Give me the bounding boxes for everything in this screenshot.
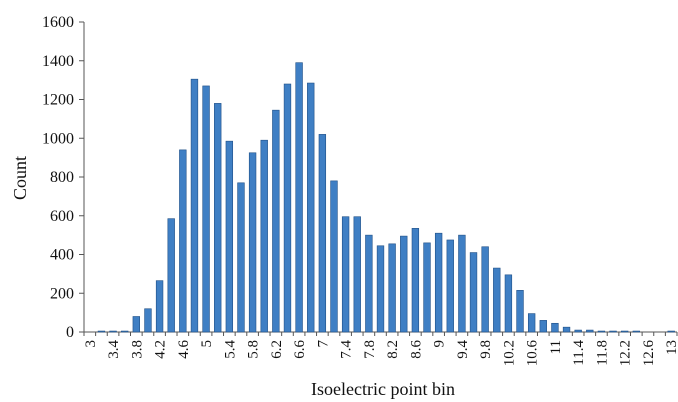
bar-4 (144, 308, 152, 333)
bar-12 (609, 330, 617, 333)
x-tick-label: 5.8 (246, 340, 262, 359)
x-tick-label: 7 (315, 340, 331, 348)
bar-4.2 (155, 280, 164, 333)
y-tick-label: 800 (50, 169, 74, 186)
bar-11.6 (586, 329, 594, 333)
bar-7.8 (365, 234, 373, 333)
bar-3.2 (97, 330, 106, 333)
x-tick-label: 7.4 (339, 340, 355, 359)
x-tick-label: 3.4 (106, 340, 122, 359)
bar-13 (667, 330, 675, 333)
bar-9.6 (469, 252, 478, 333)
y-tick-label: 400 (50, 247, 74, 264)
bar-8.2 (388, 243, 396, 333)
bar-9.8 (481, 246, 489, 333)
bar-11 (551, 322, 559, 333)
y-tick-label: 0 (66, 324, 74, 341)
bars (97, 62, 675, 333)
x-tick-label: 5.4 (222, 340, 238, 359)
bar-7 (318, 134, 327, 333)
bar-3.8 (132, 316, 140, 333)
bar-3.4 (109, 330, 117, 333)
bar-5.2 (214, 103, 222, 333)
bar-5 (202, 85, 210, 333)
y-tick-label: 200 (50, 285, 74, 302)
bar-6.6 (295, 62, 303, 333)
y-tick-label: 1200 (42, 92, 74, 109)
bar-6.8 (307, 82, 315, 333)
bar-5.6 (237, 182, 245, 333)
x-tick-label: 9.4 (455, 340, 471, 359)
bar-8 (376, 245, 385, 333)
x-tick-label: 9.8 (478, 340, 494, 359)
bar-6.4 (283, 83, 292, 333)
bar-5.4 (225, 140, 234, 333)
x-tick-label: 3.8 (129, 340, 145, 359)
bar-7.4 (341, 216, 350, 333)
x-tick-label: 10.6 (525, 340, 541, 367)
y-tick-label: 1600 (42, 14, 74, 31)
bar-11.8 (597, 330, 606, 333)
x-axis: 3 3.4 3.8 4.2 4.6 5 5.4 5.8 6.2 6.6 7 7.4 7.8 8.2 8.6 9… (83, 331, 678, 367)
bar-8.6 (411, 228, 420, 333)
bar-6.2 (272, 109, 280, 333)
x-tick-label: 8.2 (385, 340, 401, 359)
x-tick-label: 10.2 (501, 340, 517, 366)
bar-7.6 (353, 216, 361, 333)
x-tick-label: 4.2 (153, 340, 169, 359)
x-tick-label: 12.6 (641, 340, 657, 367)
bar-8.4 (400, 235, 408, 333)
bar-9.4 (458, 234, 466, 333)
x-tick-label: 12.2 (618, 340, 634, 366)
x-tick-label: 9 (432, 340, 448, 348)
bar-12.4 (632, 330, 640, 333)
x-tick-label: 11.4 (571, 340, 587, 366)
bar-9 (434, 232, 443, 333)
y-tick-label: 600 (50, 208, 74, 225)
bar-10.4 (516, 290, 524, 333)
bar-10.8 (539, 320, 547, 333)
x-axis-label: Isoelectric point bin (311, 379, 455, 399)
y-tick-label: 1400 (42, 53, 74, 70)
x-tick-label: 11 (548, 340, 564, 354)
y-axis: 0 200 400 600 800 1000 1200 1400 1600 (42, 14, 85, 341)
bar-12.2 (621, 330, 629, 333)
x-tick-label: 13 (664, 340, 678, 355)
bar-10.6 (527, 313, 536, 333)
bar-7.2 (330, 180, 338, 333)
bar-6 (260, 139, 268, 333)
x-tick-label: 7.8 (362, 340, 378, 359)
bar-10.2 (504, 274, 513, 333)
bar-8.8 (423, 242, 431, 333)
bar-5.8 (248, 152, 257, 333)
x-tick-label: 8.6 (408, 340, 424, 359)
bar-3.6 (121, 330, 129, 333)
y-axis-label: Count (10, 156, 30, 200)
x-tick-label: 11.8 (594, 340, 610, 366)
bar-4.8 (190, 78, 199, 333)
x-tick-label: 5 (199, 340, 215, 348)
bar-11.2 (562, 326, 571, 333)
bar-9.2 (446, 239, 454, 333)
x-tick-label: 6.2 (269, 340, 285, 359)
bar-4.4 (167, 218, 175, 333)
bar-11.4 (574, 329, 582, 333)
y-tick-label: 1000 (42, 130, 74, 147)
bar-4.6 (179, 149, 187, 333)
x-tick-label: 3 (83, 340, 99, 348)
x-tick-label: 6.6 (292, 340, 308, 359)
x-tick-label: 4.6 (176, 340, 192, 359)
bar-10 (493, 267, 501, 333)
